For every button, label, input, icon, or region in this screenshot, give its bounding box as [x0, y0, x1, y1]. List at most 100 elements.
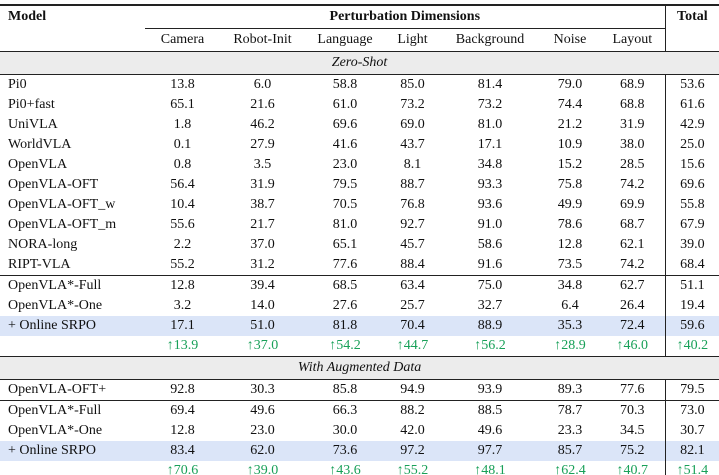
empty-cell [0, 461, 145, 475]
value-cell: 81.0 [332, 217, 358, 232]
value-cell: 31.9 [620, 117, 645, 132]
value-cell: 93.6 [477, 197, 503, 212]
value-cell: 0.1 [173, 137, 192, 152]
column-header: Language [305, 28, 385, 52]
value-cell: 85.8 [332, 382, 358, 397]
value-cell: 62.0 [220, 441, 305, 461]
value-cell: 91.0 [477, 217, 503, 232]
value-cell: 69.6 [332, 117, 358, 132]
value-cell: 38.0 [620, 137, 645, 152]
value-cell: 26.4 [620, 298, 645, 313]
value-cell: 58.6 [477, 237, 503, 252]
value-cell: 12.8 [557, 237, 583, 252]
table-row: RIPT-VLA 55.2 31.2 77.6 88.4 91.6 73.5 74.2 68.4 [0, 255, 719, 276]
table-row: OpenVLA*-One 12.8 23.0 30.0 42.0 49.6 23.3 34.5… [0, 421, 719, 441]
value-cell: 23.3 [557, 423, 583, 438]
value-cell: ↑54.2 [329, 338, 361, 353]
value-cell: 51.0 [220, 316, 305, 336]
value-cell: 81.0 [477, 117, 503, 132]
value-cell: 6.0 [253, 77, 272, 92]
results-table: Model Perturbation Dimensions Total Came… [0, 4, 719, 475]
value-cell: ↑62.4 [540, 461, 600, 475]
value-cell: 94.9 [400, 382, 425, 397]
value-cell: 88.5 [440, 400, 540, 421]
model-name: WorldVLA [8, 137, 72, 152]
table-row: ↑70.6 ↑39.0 ↑43.6 ↑55.2 ↑48.1 ↑62.4 ↑40.7 ↑51.4 [0, 461, 719, 475]
value-cell: ↑70.6 [145, 461, 220, 475]
value-cell: 74.2 [620, 257, 645, 272]
model-name: NORA-long [8, 237, 78, 252]
value-cell: 74.2 [620, 177, 645, 192]
value-cell: 62.7 [600, 275, 666, 296]
value-cell: ↑43.6 [305, 461, 385, 475]
value-cell: ↑48.1 [440, 461, 540, 475]
value-cell: ↑37.0 [246, 338, 279, 353]
model-name: Pi0 [8, 77, 27, 92]
value-cell: 31.2 [250, 257, 275, 272]
total-cell: 67.9 [664, 215, 719, 235]
table-row: ↑13.9 ↑37.0 ↑54.2 ↑44.7 ↑56.2 ↑28.9 ↑46.0 ↑40.2 [0, 336, 719, 357]
table-row: OpenVLA*-One 3.2 14.0 27.6 25.7 32.7 6.4 26.4 19… [0, 296, 719, 316]
model-name: OpenVLA-OFT+ [8, 382, 107, 397]
value-cell: 78.6 [557, 217, 583, 232]
value-cell: 73.2 [477, 97, 503, 112]
column-header: Layout [600, 28, 666, 52]
value-cell: 38.7 [250, 197, 275, 212]
value-cell: 97.2 [385, 441, 440, 461]
section-title: With Augmented Data [0, 356, 719, 380]
table-row: WorldVLA 0.1 27.9 41.6 43.7 17.1 10.9 38.0 25.0 [0, 135, 719, 155]
value-cell: 66.3 [305, 400, 385, 421]
model-name: + Online SRPO [0, 316, 145, 336]
value-cell: 28.5 [620, 157, 645, 172]
model-name: OpenVLA [8, 157, 68, 172]
value-cell: 81.8 [305, 316, 385, 336]
value-cell: 12.8 [145, 275, 220, 296]
value-cell: 31.9 [250, 177, 275, 192]
table-row: OpenVLA 0.8 3.5 23.0 8.1 34.8 15.2 28.5 15.6 [0, 155, 719, 175]
value-cell: 34.8 [477, 157, 503, 172]
value-cell: 75.0 [440, 275, 540, 296]
total-cell: ↑51.4 [664, 461, 719, 475]
table-row: OpenVLA*-Full 69.4 49.6 66.3 88.2 88.5 78.7 70.… [0, 400, 719, 421]
value-cell: 10.4 [170, 197, 195, 212]
value-cell: 1.8 [173, 117, 192, 132]
value-cell: 32.7 [477, 298, 503, 313]
value-cell: 68.5 [305, 275, 385, 296]
page: Model Perturbation Dimensions Total Came… [0, 4, 719, 475]
total-cell: 30.7 [664, 421, 719, 441]
value-cell: 74.4 [557, 97, 583, 112]
column-header: Noise [540, 28, 600, 52]
value-cell: 61.0 [332, 97, 358, 112]
value-cell: 76.8 [400, 197, 425, 212]
value-cell: 43.7 [400, 137, 425, 152]
table-header: Model Perturbation Dimensions Total Came… [0, 4, 719, 52]
value-cell: 78.7 [540, 400, 600, 421]
value-cell: 55.6 [170, 217, 195, 232]
table-row: UniVLA 1.8 46.2 69.6 69.0 81.0 21.2 31.9 42.9 [0, 115, 719, 135]
total-cell: 73.0 [664, 400, 719, 421]
value-cell: 42.0 [400, 423, 425, 438]
value-cell: 92.8 [170, 382, 195, 397]
model-header: Model [0, 4, 145, 52]
value-cell: 73.2 [400, 97, 425, 112]
column-header: Camera [145, 28, 220, 52]
table-row: OpenVLA-OFT_m 55.6 21.7 81.0 92.7 91.0 78.6 68.… [0, 215, 719, 235]
value-cell: 39.4 [220, 275, 305, 296]
total-cell: 19.4 [664, 296, 719, 316]
value-cell: ↑44.7 [396, 338, 429, 353]
value-cell: 70.3 [600, 400, 666, 421]
value-cell: 77.6 [620, 382, 645, 397]
value-cell: 70.4 [385, 316, 440, 336]
total-cell: 39.0 [664, 235, 719, 255]
value-cell: 83.4 [145, 441, 220, 461]
table-row: OpenVLA*-Full 12.8 39.4 68.5 63.4 75.0 34.8 62.… [0, 275, 719, 296]
model-name: OpenVLA-OFT [8, 177, 99, 192]
total-cell: ↑40.2 [664, 336, 719, 357]
total-cell: 15.6 [664, 155, 719, 175]
value-cell: 15.2 [557, 157, 583, 172]
value-cell: 88.2 [385, 400, 440, 421]
model-name: OpenVLA*-One [8, 298, 103, 313]
table-row: Pi0+fast 65.1 21.6 61.0 73.2 73.2 74.4 68.8 61.6 [0, 95, 719, 115]
total-cell: 79.5 [664, 379, 719, 401]
value-cell: ↑46.0 [616, 338, 649, 353]
